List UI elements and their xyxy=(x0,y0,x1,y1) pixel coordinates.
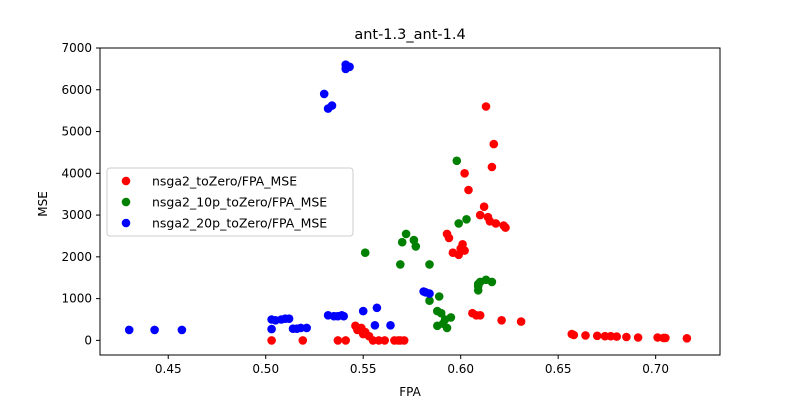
data-point xyxy=(436,308,446,318)
legend-marker xyxy=(121,218,131,228)
y-axis-label: MSE xyxy=(36,191,50,217)
data-point xyxy=(434,292,444,301)
data-point xyxy=(464,185,473,195)
y-tick-label: 0 xyxy=(84,333,92,347)
data-point xyxy=(284,314,294,324)
data-point xyxy=(345,62,354,72)
y-tick-label: 5000 xyxy=(61,125,92,139)
data-point xyxy=(475,311,485,320)
data-point xyxy=(682,334,692,343)
legend-label: nsga2_toZero/FPA_MSE xyxy=(152,174,297,189)
data-point xyxy=(452,156,462,166)
data-point xyxy=(425,289,434,298)
y-tick-label: 6000 xyxy=(61,83,92,97)
data-point xyxy=(267,336,276,345)
data-point xyxy=(177,325,187,335)
data-point xyxy=(633,333,643,342)
data-point xyxy=(327,101,337,110)
data-point xyxy=(150,325,159,335)
data-point xyxy=(491,219,501,228)
data-point xyxy=(592,331,602,341)
data-point xyxy=(298,336,308,345)
data-point xyxy=(622,332,631,342)
y-axis-ticks: 0 1000 2000 3000 4000 5000 6000 7000 xyxy=(61,41,100,347)
legend-frame xyxy=(106,167,354,237)
data-point xyxy=(425,296,434,306)
data-point xyxy=(581,331,590,340)
data-point xyxy=(497,316,506,325)
data-point xyxy=(501,223,510,232)
legend-marker xyxy=(121,176,131,186)
data-point xyxy=(444,233,454,243)
data-point xyxy=(372,303,382,313)
data-point xyxy=(460,246,469,255)
data-point xyxy=(425,260,434,269)
data-point xyxy=(661,333,670,343)
data-point xyxy=(396,260,405,269)
legend-label: nsga2_10p_toZero/FPA_MSE xyxy=(152,195,327,210)
data-point xyxy=(397,237,407,247)
data-point xyxy=(612,332,621,341)
x-tick-label: 0.65 xyxy=(545,362,572,376)
data-marks xyxy=(124,60,692,345)
data-point xyxy=(370,321,380,330)
data-point xyxy=(487,277,497,287)
data-point xyxy=(124,325,134,335)
x-tick-label: 0.45 xyxy=(155,362,182,376)
legend: nsga2_toZero/FPA_MSE nsga2_10p_toZero/FPA… xyxy=(106,167,354,237)
series-1 xyxy=(360,156,497,333)
y-tick-label: 1000 xyxy=(61,292,92,306)
data-point xyxy=(454,219,464,228)
data-point xyxy=(462,215,471,224)
x-axis-ticks: 0.45 0.50 0.55 0.60 0.65 0.70 xyxy=(155,355,669,376)
data-point xyxy=(442,323,452,333)
x-tick-label: 0.70 xyxy=(642,362,669,376)
data-point xyxy=(374,336,384,345)
y-tick-label: 7000 xyxy=(61,41,92,55)
data-point xyxy=(411,242,421,251)
x-axis-label: FPA xyxy=(399,385,421,399)
legend-label: nsga2_20p_toZero/FPA_MSE xyxy=(152,216,327,231)
data-point xyxy=(489,139,499,149)
data-point xyxy=(386,321,395,330)
data-point xyxy=(399,336,409,345)
y-tick-label: 4000 xyxy=(61,166,92,180)
x-tick-label: 0.60 xyxy=(447,362,474,376)
series-0 xyxy=(267,102,692,345)
data-point xyxy=(446,313,456,322)
data-point xyxy=(487,162,497,172)
data-point xyxy=(569,330,579,340)
data-point xyxy=(401,229,411,239)
data-point xyxy=(296,323,306,333)
data-point xyxy=(479,202,489,211)
data-point xyxy=(475,210,485,220)
plot-area-frame xyxy=(99,47,721,356)
data-point xyxy=(302,323,312,333)
y-tick-label: 2000 xyxy=(61,250,92,264)
series-2 xyxy=(124,60,434,335)
data-point xyxy=(267,324,276,334)
data-point xyxy=(319,89,329,99)
x-tick-label: 0.50 xyxy=(252,362,279,376)
legend-marker xyxy=(121,197,131,207)
data-point xyxy=(333,336,343,345)
x-tick-label: 0.55 xyxy=(350,362,377,376)
y-tick-label: 3000 xyxy=(61,208,92,222)
data-point xyxy=(358,306,368,316)
data-point xyxy=(341,336,351,345)
data-point xyxy=(460,169,469,178)
data-point xyxy=(481,102,491,111)
data-point xyxy=(339,311,349,321)
data-point xyxy=(380,336,390,345)
data-point xyxy=(516,317,526,326)
chart-title: ant-1.3_ant-1.4 xyxy=(354,27,465,43)
data-point xyxy=(360,248,370,257)
